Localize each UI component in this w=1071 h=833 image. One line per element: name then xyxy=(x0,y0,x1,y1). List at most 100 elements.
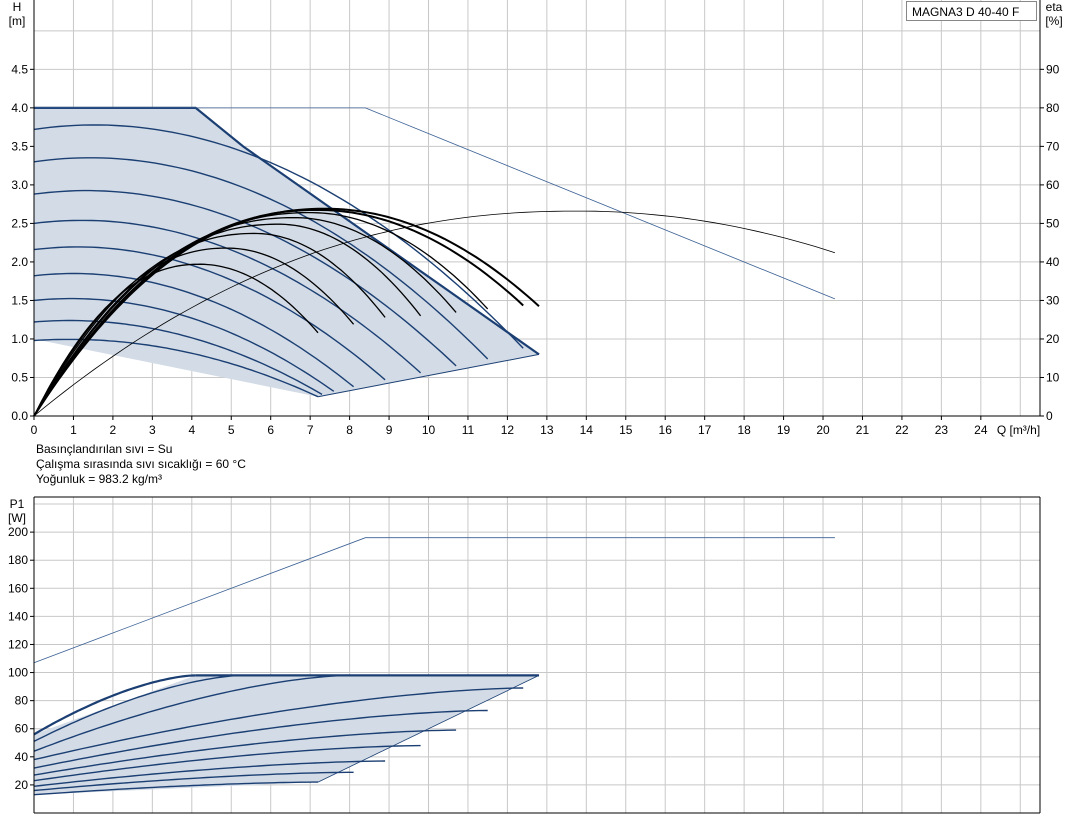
eta-tick-label: 50 xyxy=(1046,216,1060,230)
eta-tick-label: 80 xyxy=(1046,101,1060,115)
power-curve xyxy=(33,687,524,761)
efficiency-curve xyxy=(33,211,489,417)
head-tick-label: 0.5 xyxy=(11,370,28,384)
head-tick-label: 0.0 xyxy=(11,409,28,423)
flow-tick-label: 14 xyxy=(580,423,594,437)
flow-tick-label: 6 xyxy=(267,423,274,437)
eta-axis-label: eta xyxy=(1046,0,1063,14)
flow-tick-label: 17 xyxy=(698,423,712,437)
flow-tick-label: 2 xyxy=(110,423,117,437)
fluid-info-line-3: Yoğunluk = 983.2 kg/m³ xyxy=(36,472,162,486)
flow-tick-label: 23 xyxy=(935,423,949,437)
efficiency-curve xyxy=(33,232,386,417)
efficiency-curve xyxy=(33,216,457,417)
eta-tick-label: 20 xyxy=(1046,332,1060,346)
eta-tick-label: 70 xyxy=(1046,139,1060,153)
head-curve xyxy=(33,272,355,388)
power-tick-label: 160 xyxy=(8,581,28,595)
power-axis-label: P1 xyxy=(10,497,25,511)
head-tick-label: 3.0 xyxy=(11,178,28,192)
head-max-line xyxy=(34,107,836,300)
power-axis-unit: [W] xyxy=(8,511,26,525)
eta-tick-label: 30 xyxy=(1046,293,1060,307)
eta-tick-label: 40 xyxy=(1046,255,1060,269)
efficiency-curve xyxy=(33,263,319,417)
efficiency-curves xyxy=(33,207,836,417)
power-curve xyxy=(33,674,244,743)
eta-tick-label: 90 xyxy=(1046,62,1060,76)
power-curve xyxy=(33,760,386,787)
power-curve xyxy=(33,771,354,792)
flow-tick-label: 15 xyxy=(619,423,633,437)
eta-tick-label: 60 xyxy=(1046,178,1060,192)
eta-tick-label: 10 xyxy=(1046,370,1060,384)
flow-tick-label: 20 xyxy=(816,423,830,437)
flow-tick-label: 8 xyxy=(346,423,353,437)
power-tick-label: 180 xyxy=(8,553,28,567)
power-curve xyxy=(33,729,457,776)
power-curve xyxy=(33,781,318,796)
flow-tick-label: 0 xyxy=(31,423,38,437)
flow-tick-label: 4 xyxy=(188,423,195,437)
flow-tick-label: 18 xyxy=(737,423,751,437)
power-curve xyxy=(33,709,488,769)
efficiency-max-line xyxy=(33,210,836,417)
head-curve xyxy=(33,319,323,396)
power-curves xyxy=(33,537,835,796)
head-tick-label: 2.0 xyxy=(11,255,28,269)
power-tick-label: 140 xyxy=(8,609,28,623)
flow-tick-label: 7 xyxy=(307,423,314,437)
power-tick-label: 20 xyxy=(15,778,29,792)
power-tick-label: 120 xyxy=(8,637,28,651)
head-curve xyxy=(33,246,386,381)
head-area-fill xyxy=(34,107,539,397)
efficiency-curve xyxy=(33,223,422,417)
head-tick-label: 3.5 xyxy=(11,139,28,153)
flow-tick-label: 9 xyxy=(386,423,393,437)
power-tick-label: 100 xyxy=(8,666,28,680)
model-label: MAGNA3 D 40-40 F xyxy=(906,1,1037,21)
power-curve xyxy=(33,674,350,752)
power-max-line xyxy=(33,537,835,664)
flow-tick-label: 21 xyxy=(856,423,870,437)
flow-tick-label: 11 xyxy=(462,423,475,437)
head-tick-label: 4.5 xyxy=(11,62,28,76)
head-tick-label: 1.5 xyxy=(11,293,28,307)
head-axis-unit: [m] xyxy=(9,14,26,28)
head-curve xyxy=(33,124,524,349)
flow-tick-label: 22 xyxy=(895,423,909,437)
fluid-info-line-2: Çalışma sırasında sıvı sıcaklığı = 60 °C xyxy=(36,457,246,471)
flow-tick-label: 3 xyxy=(149,423,156,437)
efficiency-curve xyxy=(33,247,355,417)
power-tick-label: 200 xyxy=(8,525,28,539)
head-curve xyxy=(33,157,489,360)
head-curves xyxy=(33,106,836,398)
flow-tick-label: 19 xyxy=(777,423,791,437)
flow-axis-label: Q [m³/h] xyxy=(997,423,1040,437)
power-tick-label: 40 xyxy=(15,750,29,764)
head-tick-label: 1.0 xyxy=(11,332,28,346)
head-axis-label: H xyxy=(13,0,22,14)
fluid-info-line-1: Basınçlandırılan sıvı = Su xyxy=(36,442,173,456)
power-tick-label: 60 xyxy=(15,722,29,736)
efficiency-curve xyxy=(33,208,524,417)
power-tick-label: 80 xyxy=(15,694,29,708)
flow-tick-label: 16 xyxy=(659,423,673,437)
head-chart-axes: 0.00.51.01.52.02.53.03.54.04.50102030405… xyxy=(9,0,1063,437)
flow-tick-label: 24 xyxy=(974,423,988,437)
flow-tick-label: 13 xyxy=(540,423,554,437)
flow-tick-label: 5 xyxy=(228,423,235,437)
flow-tick-label: 1 xyxy=(70,423,77,437)
head-tick-label: 2.5 xyxy=(11,216,28,230)
flow-tick-label: 12 xyxy=(501,423,515,437)
power-curve xyxy=(33,744,421,782)
power-chart-axes: 20 40 60 80 100 120 140 160 180 200 P1[W] xyxy=(8,496,1041,814)
eta-tick-label: 0 xyxy=(1046,409,1053,423)
head-tick-label: 4.0 xyxy=(11,101,28,115)
eta-axis-unit: [%] xyxy=(1045,14,1062,28)
head-curve xyxy=(33,297,335,392)
power-area-edge xyxy=(317,675,540,783)
flow-tick-label: 10 xyxy=(422,423,436,437)
head-operating-area xyxy=(34,107,539,397)
